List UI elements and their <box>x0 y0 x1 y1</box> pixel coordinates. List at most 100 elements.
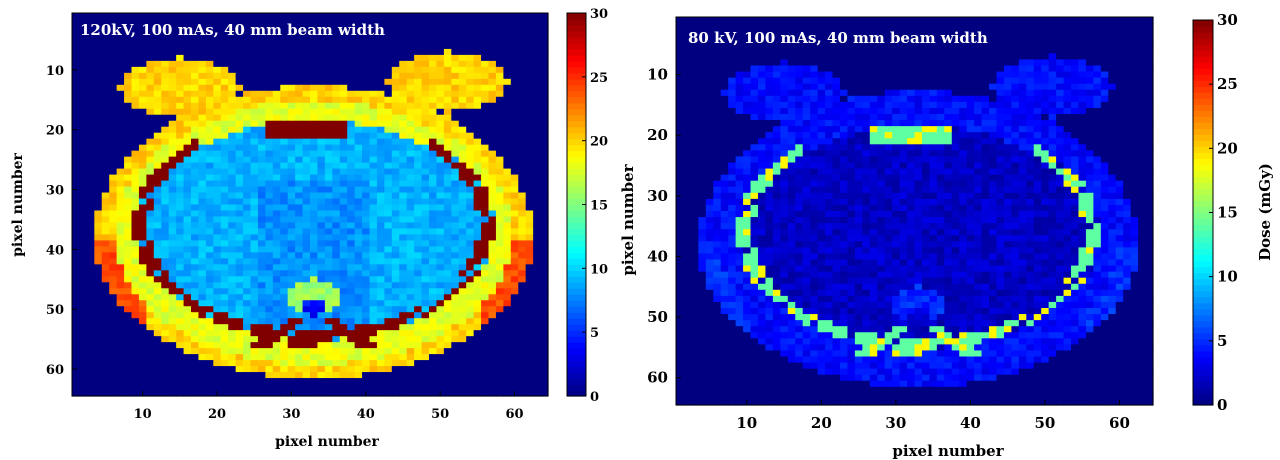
colorbar-segment <box>567 378 586 385</box>
heatmap-cell <box>161 300 170 307</box>
heatmap-cell <box>817 53 826 61</box>
heatmap-cell <box>354 132 363 140</box>
heatmap-cell <box>257 36 266 44</box>
heatmap-cell <box>109 132 118 140</box>
heatmap-cell <box>131 216 140 224</box>
heatmap-cell <box>362 30 371 38</box>
heatmap-cell <box>72 168 81 176</box>
heatmap-cell <box>518 318 527 325</box>
heatmap-cell <box>1100 71 1109 79</box>
heatmap-cell <box>280 13 289 20</box>
heatmap-cell <box>384 300 393 307</box>
heatmap-cell <box>1123 47 1132 54</box>
heatmap-cell <box>205 18 214 26</box>
heatmap-cell <box>399 354 408 361</box>
heatmap-cell <box>295 120 304 128</box>
heatmap-cell <box>228 120 237 128</box>
heatmap-cell <box>198 138 207 146</box>
heatmap-cell <box>391 126 400 134</box>
heatmap-cell <box>458 288 467 295</box>
heatmap-cell <box>510 66 519 74</box>
heatmap-cell <box>458 84 467 92</box>
heatmap-cell <box>376 204 385 212</box>
heatmap-cell <box>205 384 214 391</box>
heatmap-cell <box>503 330 512 337</box>
heatmap-cell <box>131 324 140 331</box>
heatmap-cell <box>280 276 289 283</box>
heatmap-cell <box>324 120 333 128</box>
heatmap-cell <box>339 240 348 247</box>
heatmap-cell <box>86 336 95 343</box>
heatmap-cell <box>235 210 244 218</box>
heatmap-cell <box>198 270 207 277</box>
heatmap-cell <box>951 77 960 85</box>
heatmap-cell <box>399 42 408 50</box>
heatmap-cell <box>362 252 371 259</box>
heatmap-cell <box>921 83 930 91</box>
x-tick-label: 40 <box>357 407 375 422</box>
heatmap-cell <box>772 89 781 97</box>
heatmap-cell <box>354 204 363 212</box>
heatmap-cell <box>324 30 333 38</box>
heatmap-cell <box>488 192 497 200</box>
heatmap-cell <box>287 366 296 373</box>
heatmap-cell <box>153 42 162 50</box>
heatmap-cell <box>473 48 482 56</box>
heatmap-cell <box>191 162 200 170</box>
heatmap-cell <box>243 150 252 158</box>
heatmap-cell <box>384 342 393 349</box>
heatmap-cell <box>272 294 281 301</box>
heatmap-cell <box>406 168 415 176</box>
heatmap-cell <box>436 108 445 116</box>
heatmap-cell <box>116 240 125 247</box>
heatmap-cell <box>183 180 192 188</box>
heatmap-cell <box>510 36 519 44</box>
heatmap-cell <box>79 36 88 44</box>
heatmap-cell <box>473 252 482 259</box>
heatmap-cell <box>384 216 393 224</box>
heatmap-cell <box>183 60 192 68</box>
heatmap-cell <box>384 114 393 122</box>
heatmap-cell <box>503 102 512 110</box>
heatmap-cell <box>191 378 200 385</box>
heatmap-cell <box>683 71 692 79</box>
heatmap-cell <box>183 162 192 170</box>
heatmap-cell <box>205 288 214 295</box>
heatmap-cell <box>310 348 319 355</box>
heatmap-cell <box>743 65 752 73</box>
heatmap-cell <box>399 138 408 146</box>
heatmap-cell <box>250 354 259 361</box>
heatmap-cell <box>213 54 222 62</box>
heatmap-cell <box>101 366 110 373</box>
heatmap-cell <box>510 276 519 283</box>
heatmap-cell <box>183 366 192 373</box>
heatmap-cell <box>376 36 385 44</box>
heatmap-cell <box>944 47 953 54</box>
heatmap-cell <box>907 59 916 67</box>
heatmap-cell <box>339 300 348 307</box>
heatmap-cell <box>488 42 497 50</box>
heatmap-cell <box>384 252 393 259</box>
heatmap-cell <box>458 180 467 188</box>
heatmap-cell <box>265 330 274 337</box>
heatmap-cell <box>302 72 311 80</box>
heatmap-cell <box>421 162 430 170</box>
heatmap-cell <box>1003 71 1012 79</box>
heatmap-cell <box>884 47 893 54</box>
heatmap-cell <box>399 174 408 182</box>
heatmap-cell <box>176 48 185 56</box>
heatmap-cell <box>138 192 147 200</box>
heatmap-cell <box>243 168 252 176</box>
heatmap-cell <box>510 234 519 241</box>
heatmap-cell <box>243 264 252 271</box>
heatmap-cell <box>436 306 445 313</box>
heatmap-cell <box>347 150 356 158</box>
heatmap-cell <box>1018 59 1027 67</box>
heatmap-cell <box>317 156 326 164</box>
heatmap-cell <box>1063 59 1072 67</box>
heatmap-cell <box>362 13 371 20</box>
heatmap-cell <box>198 66 207 74</box>
heatmap-cell <box>473 378 482 385</box>
heatmap-cell <box>488 18 497 26</box>
heatmap-cell <box>302 294 311 301</box>
